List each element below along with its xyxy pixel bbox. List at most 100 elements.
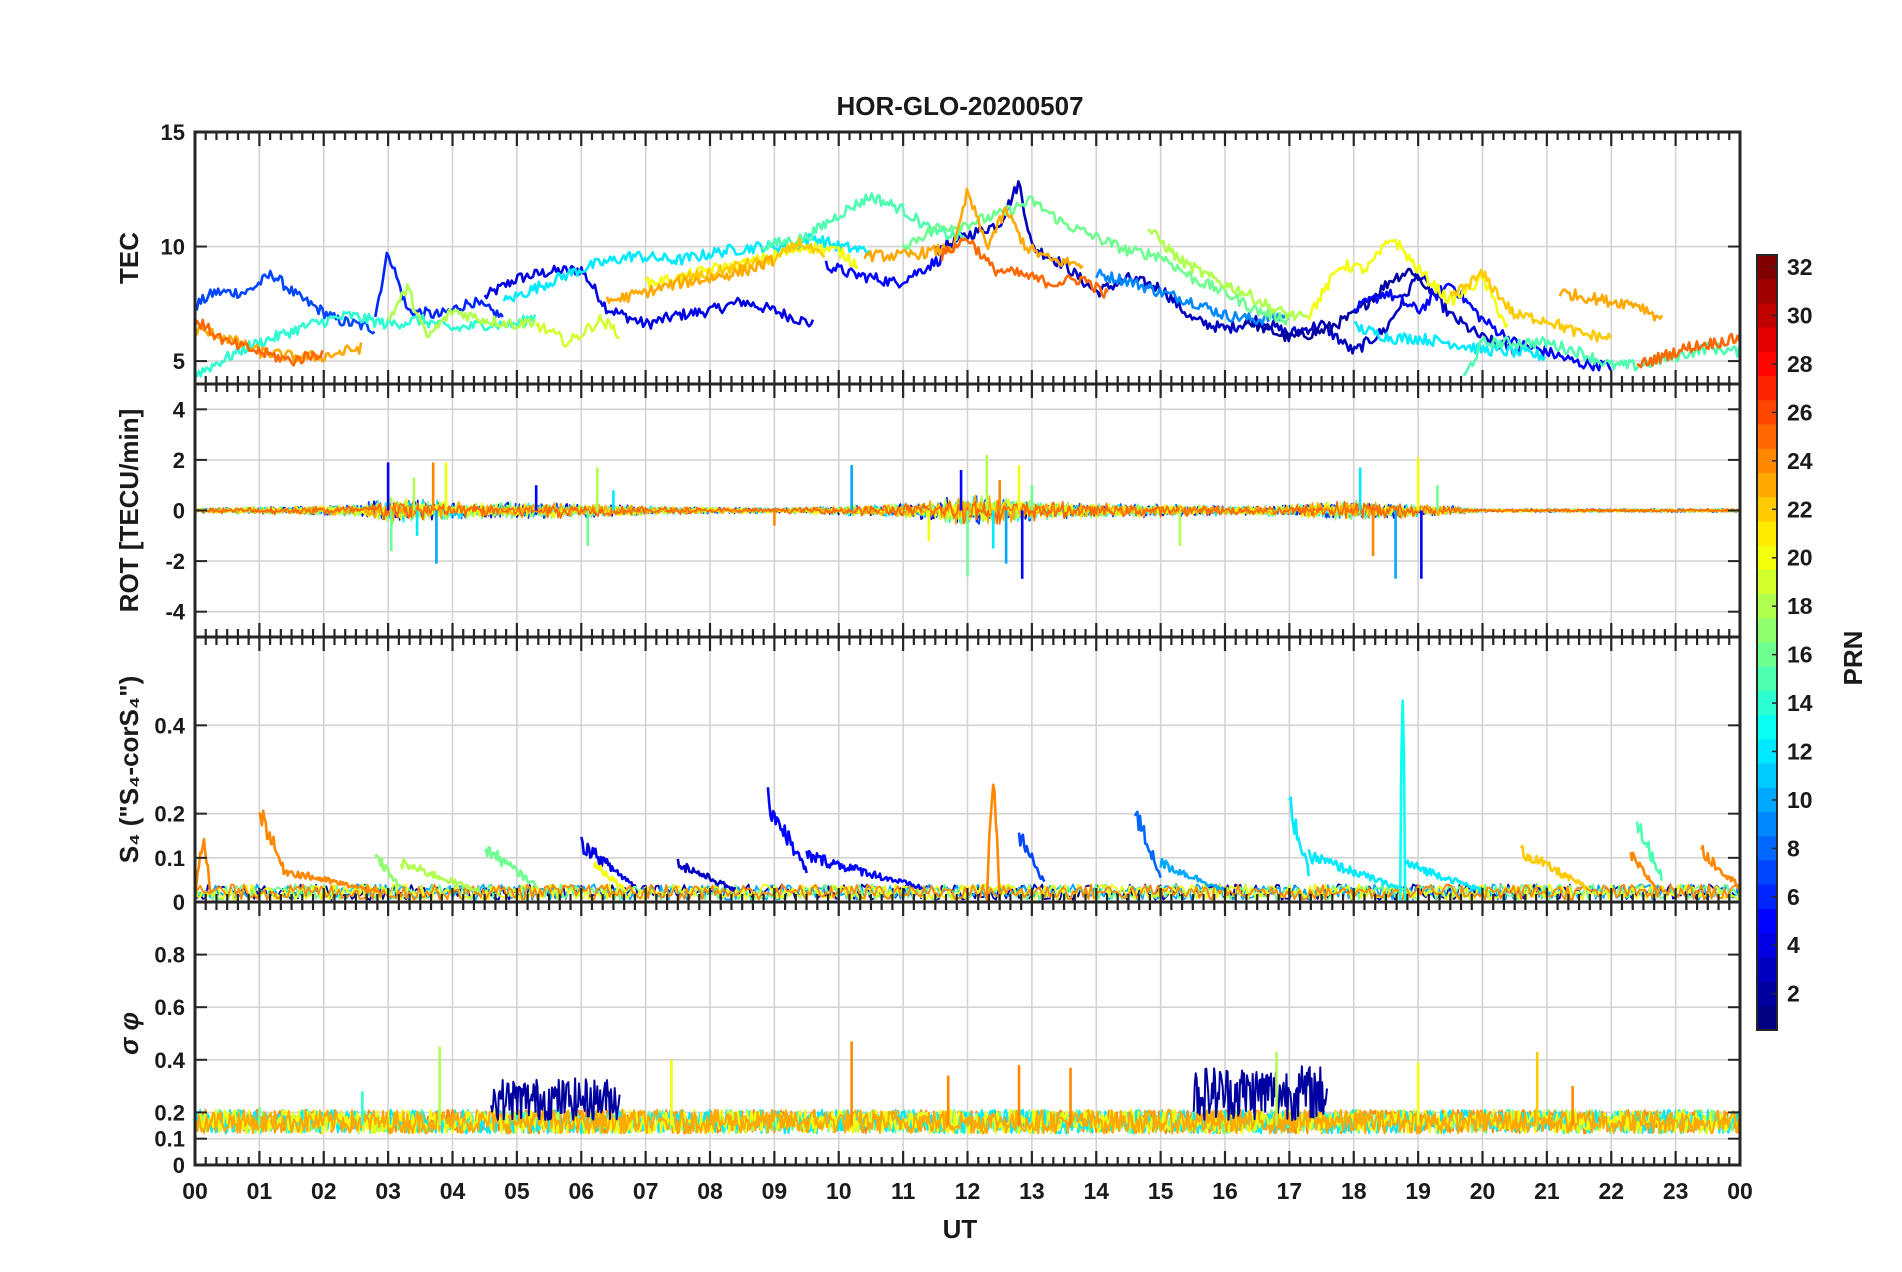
tec-series-prn-22 xyxy=(1449,268,1612,343)
colorbar-segment xyxy=(1757,690,1777,716)
x-tick-label: 11 xyxy=(891,1178,916,1204)
panel-tec: 5 10 15 TEC xyxy=(114,120,1742,386)
x-tick-label: 12 xyxy=(955,1178,981,1204)
x-tick-label: 15 xyxy=(1148,1178,1174,1204)
x-tick-label: 06 xyxy=(568,1178,594,1204)
x-tick-label: 13 xyxy=(1019,1178,1045,1204)
tec-series-prn-4 xyxy=(483,264,815,330)
colorbar-segment xyxy=(1757,594,1777,619)
colorbar-segment xyxy=(1757,424,1777,450)
colorbar-segment xyxy=(1757,860,1777,886)
s4-event-prn-8 xyxy=(1133,810,1162,879)
tec-series-prn-15 xyxy=(1462,336,1741,377)
colorbar-segment xyxy=(1757,908,1777,934)
y-tick-label-s4: 0.2 xyxy=(154,802,185,827)
y-tick-label-sigma_phi: 0.8 xyxy=(154,943,185,968)
tec-series-prn-25 xyxy=(940,237,1109,299)
colorbar-segment xyxy=(1757,521,1777,547)
colorbar-segment xyxy=(1757,981,1777,1007)
colorbar-segment xyxy=(1757,666,1777,692)
s4-event-prn-7 xyxy=(1017,832,1046,883)
tec-series-prn-18 xyxy=(387,283,537,339)
data-series xyxy=(194,454,1741,579)
data-series xyxy=(193,180,1741,378)
colorbar-tick-label: 32 xyxy=(1787,254,1813,280)
colorbar-tick-label: 24 xyxy=(1787,448,1813,474)
tec-series-prn-6 xyxy=(374,251,504,320)
s4-event-prn-4 xyxy=(580,836,634,887)
x-tick-labels: 00 01 02 03 04 05 06 07 08 09 10 11 12 13 14 15 16 17 18 19… xyxy=(182,1178,1753,1204)
sigma-burst-prn-2 xyxy=(490,1077,621,1121)
colorbar-tick-label: 26 xyxy=(1787,399,1813,425)
s4-event-prn-20 xyxy=(592,861,627,893)
y-tick-label-s4: 0 xyxy=(173,890,185,915)
y-tick-label-sigma_phi: 0.4 xyxy=(154,1048,185,1073)
s4-event-prn-3 xyxy=(676,858,737,892)
tec-series-prn-9 xyxy=(1095,268,1291,326)
y-tick-label-s4: 0.4 xyxy=(154,713,185,738)
s4-event-prn-12 xyxy=(1307,848,1400,890)
y-tick-label-rot: -2 xyxy=(165,549,185,574)
y-tick-label-sigma_phi: 0.6 xyxy=(154,995,185,1020)
s4-event-prn-24 xyxy=(1700,844,1741,890)
tec-series-prn-20 xyxy=(644,242,859,289)
colorbar-tick-label: 10 xyxy=(1787,787,1813,813)
y-tick-label-sigma_phi: 0.2 xyxy=(154,1100,185,1125)
colorbar-segment xyxy=(1757,351,1777,377)
y-tick-label-rot: 2 xyxy=(173,448,185,473)
tec-series-prn-25 xyxy=(1636,332,1741,369)
colorbar-tick-label: 6 xyxy=(1787,884,1800,910)
colorbar-segment xyxy=(1757,957,1777,983)
colorbar-segment xyxy=(1757,255,1777,280)
colorbar-tick-label: 8 xyxy=(1787,835,1800,861)
colorbar-segment xyxy=(1757,448,1777,474)
tec-series-prn-20 xyxy=(1307,238,1509,329)
x-tick-label: 01 xyxy=(247,1178,273,1204)
panel-s4: 0 0.1 0.2 0.4 S₄ ("S₄-corS₄") xyxy=(114,635,1742,915)
colorbar-segment xyxy=(1757,303,1777,329)
x-tick-label: 17 xyxy=(1277,1178,1303,1204)
tec-series-prn-2 xyxy=(1243,267,1431,343)
tec-series-prn-18 xyxy=(1147,228,1309,321)
tec-series-prn-19 xyxy=(535,313,620,348)
colorbar-tick-label: 16 xyxy=(1787,642,1813,668)
colorbar-segment xyxy=(1757,884,1777,910)
x-tick-label: 23 xyxy=(1663,1178,1689,1204)
colorbar-tick-label: 12 xyxy=(1787,738,1813,764)
tec-series-prn-23 xyxy=(863,187,1084,270)
x-tick-label: 09 xyxy=(762,1178,788,1204)
s4-event-prn-24 xyxy=(1629,851,1658,891)
colorbar-tick-label: 20 xyxy=(1787,545,1813,571)
x-tick-label: 00 xyxy=(182,1178,208,1204)
s4-event-prn-5 xyxy=(805,849,924,891)
s4-event-prn-13 xyxy=(1398,699,1407,903)
colorbar-segment xyxy=(1757,763,1777,789)
colorbar-segment xyxy=(1757,739,1777,765)
colorbar-segment xyxy=(1757,569,1777,595)
x-tick-label: 16 xyxy=(1212,1178,1238,1204)
colorbar-segment xyxy=(1757,812,1777,837)
colorbar-tick-label: 4 xyxy=(1787,932,1800,958)
x-tick-label: 10 xyxy=(826,1178,852,1204)
colorbar-segment xyxy=(1757,933,1777,958)
y-tick-label-rot: 0 xyxy=(173,499,185,524)
y-axis-label-tec: TEC xyxy=(114,232,144,284)
tec-series-prn-23 xyxy=(605,254,775,304)
s4-event-prn-12 xyxy=(1404,859,1483,893)
tec-series-prn-7 xyxy=(194,269,376,335)
x-tick-label: 18 xyxy=(1341,1178,1367,1204)
y-tick-label-tec: 10 xyxy=(161,235,185,260)
x-tick-label: 19 xyxy=(1405,1178,1431,1204)
x-tick-label: 14 xyxy=(1083,1178,1109,1204)
x-tick-label: 20 xyxy=(1470,1178,1496,1204)
colorbar-tick-label: 28 xyxy=(1787,351,1813,377)
x-tick-label: 03 xyxy=(375,1178,401,1204)
colorbar-segment xyxy=(1757,787,1777,813)
colorbar-tick-label: 2 xyxy=(1787,981,1800,1007)
tec-series-prn-5 xyxy=(1352,282,1612,372)
y-axis-label-sigma_phi: σ φ xyxy=(114,1012,144,1055)
colorbar-tick-label: 22 xyxy=(1787,496,1813,522)
minor-ticks xyxy=(193,384,1731,637)
colorbar-segment xyxy=(1757,376,1777,401)
